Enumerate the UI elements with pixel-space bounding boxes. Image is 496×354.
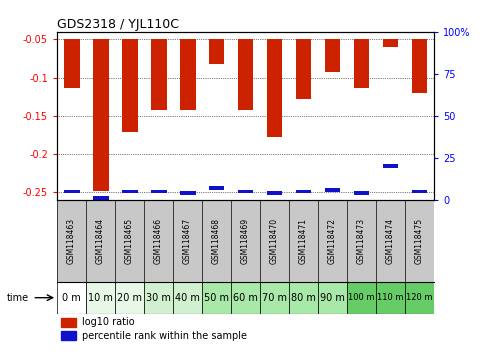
Bar	[180, 40, 195, 110]
Text: 30 m: 30 m	[146, 293, 171, 303]
Bar	[57, 282, 86, 314]
Bar	[260, 282, 289, 314]
Bar	[202, 282, 231, 314]
Bar	[376, 282, 405, 314]
Text: GSM118464: GSM118464	[96, 218, 105, 264]
Bar	[318, 282, 347, 314]
Bar	[296, 40, 311, 99]
Bar	[412, 189, 428, 193]
Text: time: time	[7, 293, 29, 303]
Bar	[382, 164, 398, 168]
Text: GDS2318 / YJL110C: GDS2318 / YJL110C	[57, 18, 179, 31]
Bar	[231, 282, 260, 314]
Bar	[61, 318, 76, 327]
Bar	[382, 40, 398, 47]
Bar	[63, 189, 79, 193]
Bar	[324, 40, 340, 72]
Bar	[151, 40, 167, 110]
Text: log10 ratio: log10 ratio	[81, 318, 134, 327]
Text: 70 m: 70 m	[262, 293, 287, 303]
Text: 80 m: 80 m	[291, 293, 316, 303]
Text: GSM118465: GSM118465	[125, 218, 134, 264]
Text: GSM118463: GSM118463	[67, 218, 76, 264]
Text: 40 m: 40 m	[175, 293, 200, 303]
Bar	[144, 282, 173, 314]
Text: GSM118470: GSM118470	[270, 218, 279, 264]
Text: 90 m: 90 m	[320, 293, 345, 303]
Bar	[122, 189, 137, 193]
Bar	[296, 189, 311, 193]
Text: GSM118474: GSM118474	[386, 218, 395, 264]
Bar	[266, 191, 283, 195]
Bar	[93, 40, 109, 190]
Bar	[289, 282, 318, 314]
Bar	[266, 40, 283, 137]
Bar	[115, 282, 144, 314]
Bar	[151, 189, 167, 193]
Bar	[238, 189, 253, 193]
Text: 100 m: 100 m	[348, 293, 375, 302]
Bar	[405, 282, 434, 314]
Text: GSM118469: GSM118469	[241, 218, 250, 264]
Text: GSM118472: GSM118472	[328, 218, 337, 264]
Text: 50 m: 50 m	[204, 293, 229, 303]
Bar	[173, 282, 202, 314]
Bar	[354, 191, 370, 195]
Bar	[412, 40, 428, 93]
Text: percentile rank within the sample: percentile rank within the sample	[81, 331, 247, 341]
Text: GSM118466: GSM118466	[154, 218, 163, 264]
Bar	[208, 186, 225, 190]
Bar	[208, 40, 225, 64]
Bar	[347, 282, 376, 314]
Text: 10 m: 10 m	[88, 293, 113, 303]
Bar	[238, 40, 253, 110]
Bar	[122, 40, 137, 132]
Text: 110 m: 110 m	[377, 293, 404, 302]
Bar	[324, 188, 340, 192]
Bar	[63, 40, 79, 87]
Bar	[61, 331, 76, 341]
Text: 60 m: 60 m	[233, 293, 258, 303]
Text: GSM118468: GSM118468	[212, 218, 221, 264]
Text: GSM118473: GSM118473	[357, 218, 366, 264]
Text: 0 m: 0 m	[62, 293, 81, 303]
Text: GSM118475: GSM118475	[415, 218, 424, 264]
Text: 120 m: 120 m	[406, 293, 433, 302]
Bar	[93, 196, 109, 200]
Text: 20 m: 20 m	[117, 293, 142, 303]
Bar	[180, 191, 195, 195]
Text: GSM118467: GSM118467	[183, 218, 192, 264]
Bar	[86, 282, 115, 314]
Text: GSM118471: GSM118471	[299, 218, 308, 264]
Bar	[354, 40, 370, 87]
